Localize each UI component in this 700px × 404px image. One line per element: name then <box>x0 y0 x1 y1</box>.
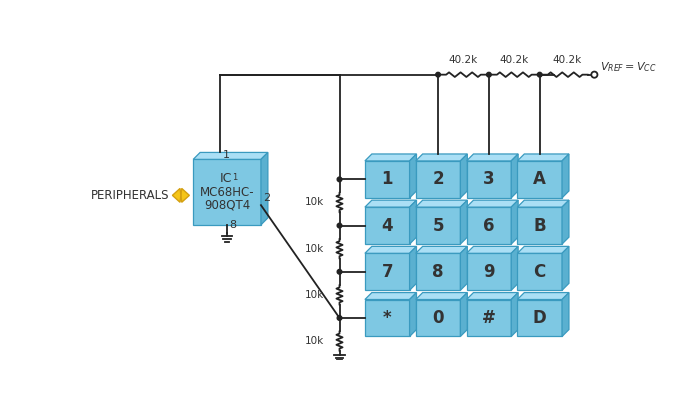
Circle shape <box>486 72 491 77</box>
Text: 2: 2 <box>263 194 270 203</box>
Text: 10k: 10k <box>305 198 324 208</box>
Text: 10k: 10k <box>305 336 324 346</box>
Polygon shape <box>517 154 569 161</box>
Text: B: B <box>533 217 546 235</box>
Polygon shape <box>466 246 518 253</box>
Polygon shape <box>517 207 562 244</box>
Polygon shape <box>562 246 569 290</box>
Text: D: D <box>533 309 547 327</box>
Polygon shape <box>365 161 409 198</box>
Polygon shape <box>466 161 511 198</box>
Text: 0: 0 <box>433 309 444 327</box>
Text: IC: IC <box>219 173 232 185</box>
Text: 10k: 10k <box>305 244 324 254</box>
Text: 1: 1 <box>223 150 230 160</box>
Text: 40.2k: 40.2k <box>500 55 529 65</box>
Polygon shape <box>466 253 511 290</box>
Polygon shape <box>416 246 468 253</box>
Polygon shape <box>416 299 461 337</box>
Circle shape <box>592 72 598 78</box>
Circle shape <box>435 72 440 77</box>
Polygon shape <box>466 154 518 161</box>
Polygon shape <box>416 292 468 299</box>
Polygon shape <box>416 207 461 244</box>
Text: *: * <box>383 309 391 327</box>
Polygon shape <box>365 292 416 299</box>
Polygon shape <box>410 200 416 244</box>
Circle shape <box>337 269 342 274</box>
Polygon shape <box>365 200 416 207</box>
Polygon shape <box>365 207 409 244</box>
Polygon shape <box>466 292 518 299</box>
Polygon shape <box>365 253 409 290</box>
Text: 10k: 10k <box>305 290 324 300</box>
Text: #: # <box>482 309 496 327</box>
Text: 1: 1 <box>232 173 237 182</box>
Text: 40.2k: 40.2k <box>552 55 582 65</box>
Polygon shape <box>466 207 511 244</box>
Polygon shape <box>181 188 189 202</box>
Circle shape <box>337 223 342 228</box>
Polygon shape <box>517 292 569 299</box>
Text: 908QT4: 908QT4 <box>204 199 250 212</box>
Circle shape <box>538 72 542 77</box>
Text: 1: 1 <box>382 170 393 188</box>
Polygon shape <box>562 154 569 198</box>
Circle shape <box>337 177 342 182</box>
Polygon shape <box>172 188 181 202</box>
Polygon shape <box>410 246 416 290</box>
Text: PERIPHERALS: PERIPHERALS <box>91 189 169 202</box>
Polygon shape <box>517 246 569 253</box>
Polygon shape <box>410 292 416 337</box>
Polygon shape <box>461 154 468 198</box>
Text: 40.2k: 40.2k <box>449 55 478 65</box>
Polygon shape <box>517 161 562 198</box>
Polygon shape <box>416 253 461 290</box>
Polygon shape <box>416 161 461 198</box>
Polygon shape <box>410 154 416 198</box>
Polygon shape <box>511 154 518 198</box>
Polygon shape <box>511 200 518 244</box>
Polygon shape <box>461 200 468 244</box>
Polygon shape <box>365 154 416 161</box>
Text: A: A <box>533 170 546 188</box>
Polygon shape <box>261 152 268 225</box>
Polygon shape <box>511 246 518 290</box>
Polygon shape <box>193 159 261 225</box>
Text: 2: 2 <box>432 170 444 188</box>
Circle shape <box>337 316 342 320</box>
Polygon shape <box>517 200 569 207</box>
Text: 7: 7 <box>382 263 393 281</box>
Text: 8: 8 <box>433 263 444 281</box>
Text: 6: 6 <box>483 217 495 235</box>
Polygon shape <box>466 200 518 207</box>
Text: MC68HC-: MC68HC- <box>199 185 254 199</box>
Polygon shape <box>416 154 468 161</box>
Polygon shape <box>193 152 268 159</box>
Text: 9: 9 <box>483 263 495 281</box>
Polygon shape <box>511 292 518 337</box>
Polygon shape <box>461 246 468 290</box>
Polygon shape <box>517 299 562 337</box>
Polygon shape <box>466 299 511 337</box>
Text: C: C <box>533 263 546 281</box>
Polygon shape <box>517 253 562 290</box>
Polygon shape <box>365 299 409 337</box>
Text: 4: 4 <box>382 217 393 235</box>
Polygon shape <box>365 246 416 253</box>
Polygon shape <box>461 292 468 337</box>
Text: 5: 5 <box>433 217 444 235</box>
Text: 3: 3 <box>483 170 495 188</box>
Text: $V_{REF} = V_{CC}$: $V_{REF} = V_{CC}$ <box>600 60 657 74</box>
Polygon shape <box>562 200 569 244</box>
Polygon shape <box>416 200 468 207</box>
Text: 8: 8 <box>230 220 237 230</box>
Polygon shape <box>562 292 569 337</box>
